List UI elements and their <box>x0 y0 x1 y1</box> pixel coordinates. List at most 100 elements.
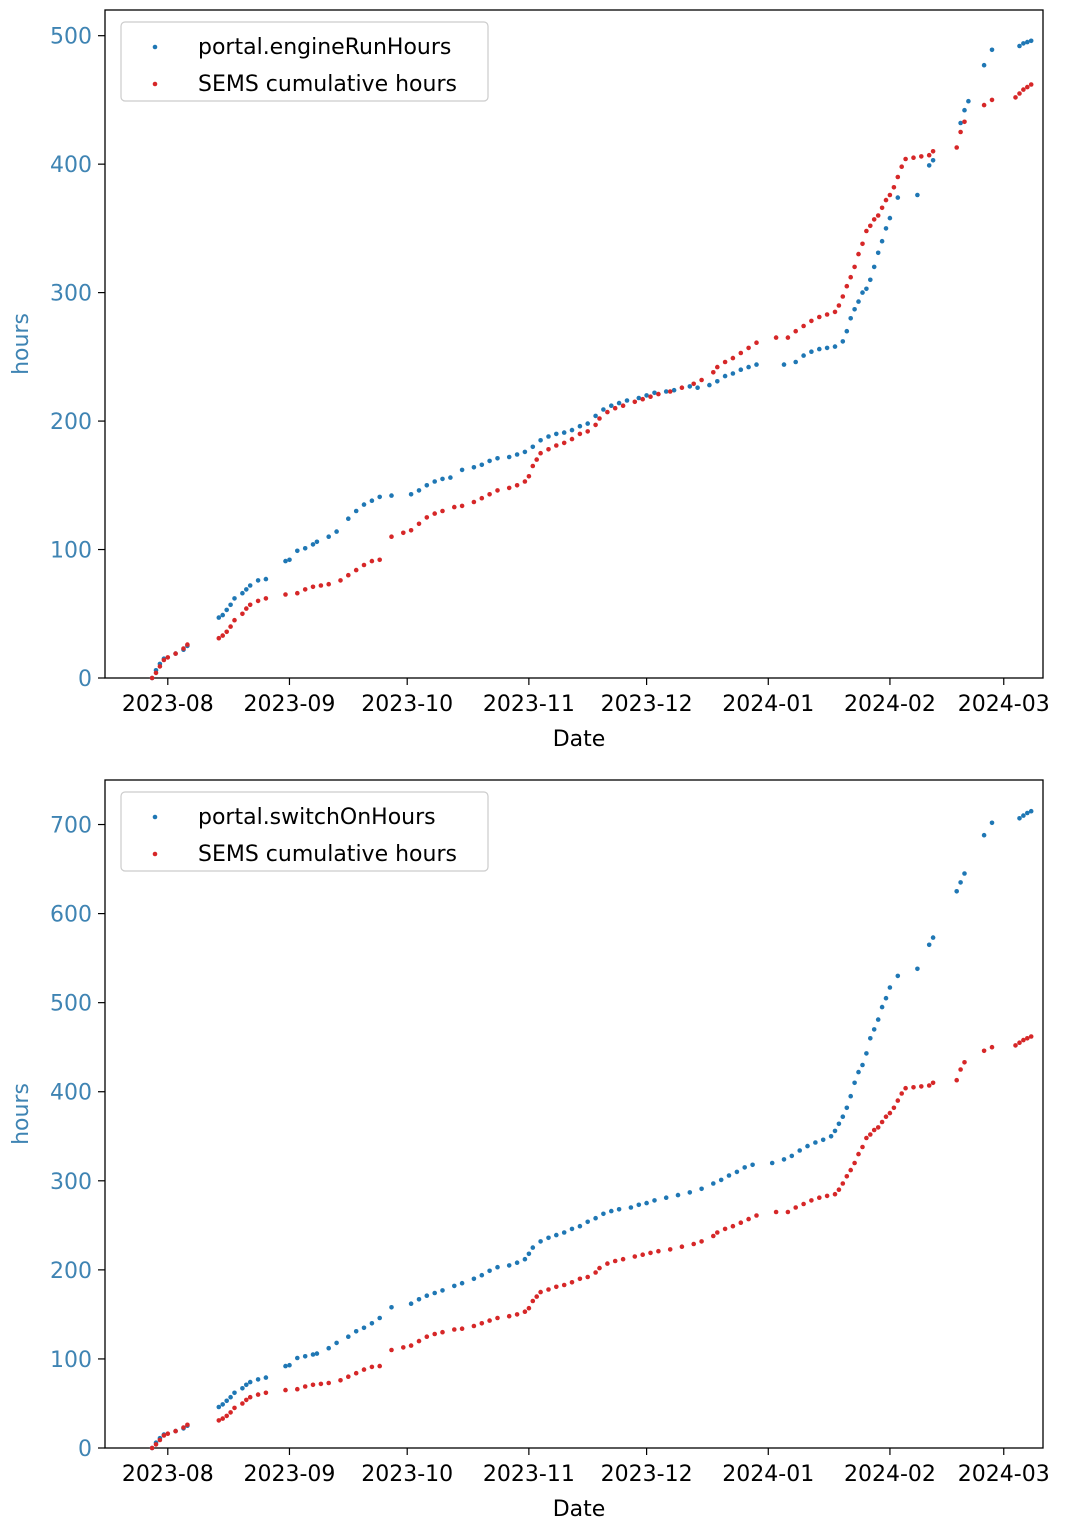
scatter-point <box>224 607 229 613</box>
scatter-point <box>389 534 394 539</box>
scatter-point <box>879 1119 885 1125</box>
scatter-point <box>522 1309 528 1314</box>
scatter-point <box>295 590 300 596</box>
scatter-point <box>958 129 963 135</box>
scatter-point <box>722 1226 728 1232</box>
y-tick-label: 700 <box>50 814 92 839</box>
scatter-point <box>283 558 288 564</box>
scatter-point <box>452 1327 457 1332</box>
scatter-point <box>801 1201 806 1207</box>
scatter-point <box>526 1251 532 1257</box>
scatter-point <box>616 400 622 406</box>
scatter-point <box>369 558 375 564</box>
scatter-point <box>840 1181 846 1186</box>
scatter-point <box>216 1418 222 1423</box>
scatter-point <box>663 389 669 394</box>
scatter-point <box>416 1297 422 1302</box>
scatter-point <box>601 1211 606 1217</box>
scatter-point <box>593 422 598 428</box>
scatter-point <box>514 483 520 488</box>
scatter-point <box>738 1220 744 1225</box>
scatter-point <box>255 1392 261 1397</box>
scatter-point <box>153 1442 159 1447</box>
scatter-point <box>805 1143 810 1149</box>
scatter-point <box>546 1287 551 1292</box>
x-tick-label: 2023-09 <box>243 1462 335 1487</box>
scatter-point <box>817 314 822 320</box>
scatter-point <box>864 228 869 234</box>
scatter-point <box>577 423 583 429</box>
scatter-point <box>318 1381 324 1387</box>
scatter-point <box>644 1200 649 1206</box>
scatter-point <box>479 1272 485 1278</box>
scatter-point <box>240 590 245 596</box>
scatter-point <box>887 1110 893 1116</box>
scatter-point <box>609 403 614 409</box>
legend-label: portal.switchOnHours <box>198 805 436 830</box>
scatter-point <box>593 1215 598 1221</box>
scatter-point <box>546 1235 551 1241</box>
scatter-point <box>224 629 229 635</box>
scatter-point <box>593 1270 598 1275</box>
scatter-point <box>605 409 610 415</box>
y-tick-label: 0 <box>78 667 92 692</box>
scatter-point <box>852 1080 857 1086</box>
scatter-point <box>377 1315 383 1321</box>
scatter-point <box>149 675 155 681</box>
scatter-point <box>883 197 889 203</box>
scatter-point <box>506 485 512 491</box>
scatter-point <box>471 1276 477 1282</box>
scatter-point <box>750 1162 755 1168</box>
scatter-point <box>671 387 677 393</box>
scatter-point <box>871 264 877 270</box>
scatter-point <box>852 264 857 270</box>
scatter-point <box>871 1027 877 1032</box>
scatter-point <box>369 498 375 504</box>
y-tick-label: 400 <box>50 153 92 178</box>
scatter-point <box>620 1256 626 1262</box>
scatter-point <box>353 1329 359 1334</box>
scatter-point <box>247 583 253 588</box>
series-2 <box>149 1034 1034 1451</box>
scatter-point <box>440 476 445 482</box>
scatter-point <box>353 508 359 514</box>
scatter-point <box>487 1318 492 1323</box>
scatter-point <box>240 1401 245 1406</box>
scatter-point <box>546 447 551 452</box>
scatter-point <box>656 391 661 397</box>
scatter-point <box>424 1293 430 1298</box>
scatter-point <box>1028 808 1034 814</box>
scatter-point <box>1028 38 1034 44</box>
scatter-point <box>283 592 288 597</box>
scatter-point <box>699 1186 704 1192</box>
scatter-point <box>781 362 787 367</box>
scatter-point <box>707 382 712 388</box>
scatter-point <box>506 1263 512 1268</box>
scatter-point <box>181 1425 186 1430</box>
scatter-point <box>295 1386 300 1392</box>
scatter-point <box>514 1312 520 1317</box>
scatter-point <box>416 1338 422 1344</box>
scatter-point <box>487 492 492 497</box>
scatter-point <box>844 328 850 334</box>
scatter-point <box>538 450 543 456</box>
scatter-point <box>561 440 567 446</box>
scatter-point <box>856 299 861 304</box>
scatter-point <box>346 572 351 578</box>
scatter-point <box>734 1169 740 1175</box>
scatter-point <box>314 1351 320 1356</box>
x-tick-label: 2024-01 <box>722 1462 814 1487</box>
scatter-point <box>754 340 759 346</box>
scatter-point <box>255 1377 261 1382</box>
scatter-point <box>432 511 438 516</box>
scatter-point <box>738 367 744 373</box>
scatter-point <box>864 1051 869 1056</box>
scatter-point <box>769 1160 775 1166</box>
legend-label: SEMS cumulative hours <box>198 72 457 97</box>
scatter-point <box>667 389 673 394</box>
scatter-point <box>981 62 987 68</box>
y-tick-label: 500 <box>50 992 92 1017</box>
scatter-point <box>1025 1036 1030 1041</box>
y-tick-label: 400 <box>50 1081 92 1106</box>
scatter-point <box>538 1239 543 1244</box>
